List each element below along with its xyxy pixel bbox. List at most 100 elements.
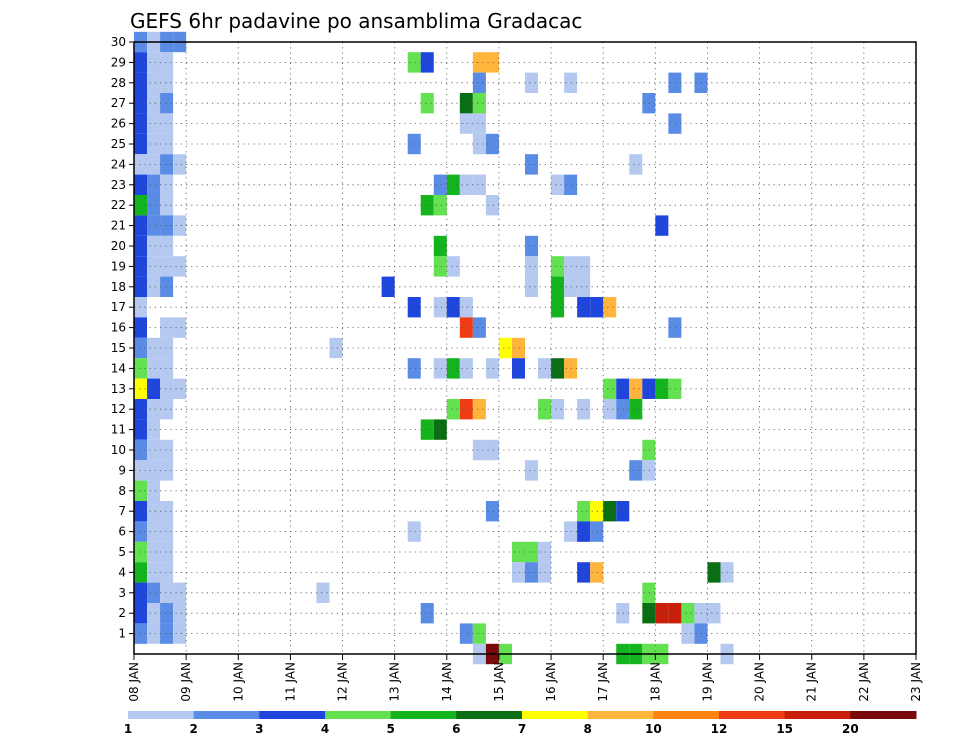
- heatmap-cell: [147, 235, 161, 257]
- heatmap-cell: [173, 215, 187, 236]
- heatmap-cell: [629, 460, 643, 481]
- heatmap-cell: [472, 72, 486, 93]
- heatmap-cell: [134, 562, 148, 583]
- heatmap-cell: [459, 623, 473, 644]
- heatmap-cell: [134, 72, 148, 93]
- x-tick-label: 14 JAN: [440, 662, 454, 702]
- heatmap-cell: [147, 460, 161, 481]
- colorbar-label: 20: [842, 722, 859, 736]
- colorbar-label: 2: [189, 722, 197, 736]
- grid-lines: [134, 42, 916, 654]
- heatmap-cell: [134, 215, 148, 236]
- heatmap-cell: [655, 215, 669, 236]
- y-tick-label: 21: [111, 219, 126, 233]
- heatmap-cell: [433, 419, 447, 440]
- heatmap-cell: [173, 603, 187, 624]
- heatmap-cell: [134, 378, 148, 399]
- heatmap-cell: [433, 358, 447, 379]
- y-tick-label: 10: [111, 443, 126, 457]
- x-tick-label: 09 JAN: [179, 662, 193, 702]
- y-tick-label: 15: [111, 341, 126, 355]
- heatmap-cell: [446, 297, 460, 318]
- colorbar-label: 5: [386, 722, 394, 736]
- heatmap-cell: [134, 113, 148, 134]
- heatmap-cell: [134, 521, 148, 542]
- heatmap-cell: [147, 541, 161, 563]
- colorbar-label: 10: [645, 722, 662, 736]
- heatmap-cell: [616, 378, 630, 399]
- heatmap-cell: [681, 623, 695, 644]
- y-tick-label: 7: [118, 504, 126, 518]
- colorbar-swatch: [193, 711, 260, 719]
- heatmap-cell: [160, 317, 174, 338]
- heatmap-cell: [681, 603, 695, 624]
- heatmap-cell: [160, 521, 174, 542]
- heatmap-cell: [134, 93, 148, 114]
- heatmap-cell: [160, 501, 174, 522]
- heatmap-cell: [147, 399, 161, 420]
- heatmap-cell: [420, 52, 434, 73]
- heatmap-cell: [655, 378, 669, 399]
- heatmap-cell: [420, 603, 434, 624]
- heatmap-cell: [329, 337, 343, 359]
- x-tick-label: 21 JAN: [805, 662, 819, 702]
- heatmap-cell: [577, 562, 591, 583]
- heatmap-cells: [134, 31, 734, 665]
- heatmap-cell: [485, 52, 499, 73]
- y-tick-label: 4: [118, 565, 126, 579]
- x-tick-label: 22 JAN: [857, 662, 871, 702]
- heatmap-cell: [147, 215, 161, 236]
- heatmap-cell: [603, 378, 617, 399]
- heatmap-cell: [160, 623, 174, 644]
- heatmap-cell: [134, 582, 148, 603]
- heatmap-cell: [147, 623, 161, 644]
- y-tick-label: 9: [118, 463, 126, 477]
- heatmap-cell: [160, 93, 174, 114]
- y-tick-label: 25: [111, 137, 126, 151]
- y-tick-label: 22: [111, 198, 126, 212]
- x-tick-label: 16 JAN: [544, 662, 558, 702]
- heatmap-cell: [147, 52, 161, 73]
- y-tick-label: 20: [111, 239, 126, 253]
- colorbar-swatch: [719, 711, 786, 719]
- heatmap-cell: [160, 133, 174, 155]
- heatmap-cell: [134, 623, 148, 644]
- y-tick-label: 17: [111, 300, 126, 314]
- heatmap-cell: [472, 133, 486, 155]
- heatmap-cell: [603, 501, 617, 522]
- y-tick-label: 23: [111, 178, 126, 192]
- y-tick-label: 2: [118, 606, 126, 620]
- heatmap-cell: [446, 174, 460, 195]
- heatmap-cell: [147, 133, 161, 155]
- heatmap-cell: [134, 480, 148, 501]
- heatmap-cell: [629, 378, 643, 399]
- heatmap-cell: [173, 154, 187, 175]
- heatmap-cell: [551, 399, 565, 420]
- heatmap-cell: [511, 562, 525, 583]
- heatmap-cell: [629, 154, 643, 175]
- heatmap-cell: [538, 562, 552, 583]
- heatmap-cell: [134, 133, 148, 155]
- heatmap-cell: [147, 358, 161, 379]
- x-tick-label: 20 JAN: [753, 662, 767, 702]
- heatmap-cell: [147, 195, 161, 216]
- heatmap-cell: [446, 399, 460, 420]
- heatmap-cell: [459, 113, 473, 134]
- heatmap-cell: [551, 174, 565, 195]
- heatmap-cell: [147, 562, 161, 583]
- heatmap-cell: [564, 174, 578, 195]
- heatmap-cell: [590, 501, 604, 522]
- heatmap-cell: [160, 154, 174, 175]
- heatmap-cell: [511, 541, 525, 563]
- heatmap-cell: [134, 399, 148, 420]
- heatmap-cell: [433, 174, 447, 195]
- heatmap-cell: [134, 256, 148, 277]
- heatmap-cell: [459, 297, 473, 318]
- heatmap-cell: [577, 399, 591, 420]
- heatmap-cell: [590, 297, 604, 318]
- heatmap-cell: [160, 460, 174, 481]
- heatmap-cell: [577, 521, 591, 542]
- y-tick-label: 16: [111, 321, 126, 335]
- heatmap-cell: [498, 337, 512, 359]
